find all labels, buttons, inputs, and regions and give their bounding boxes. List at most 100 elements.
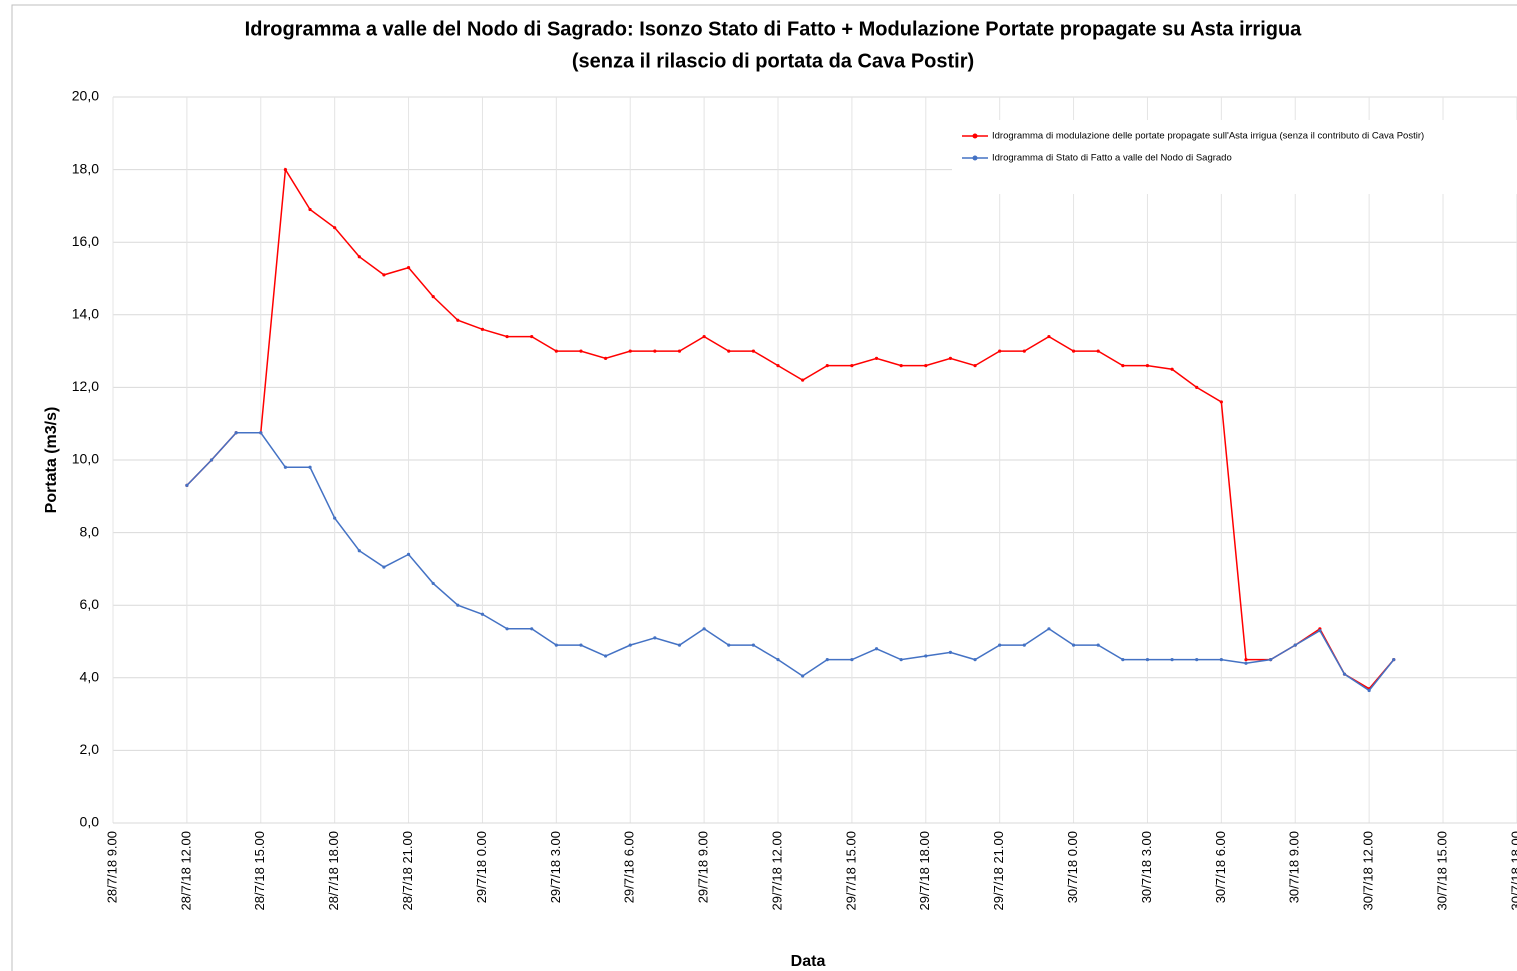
x-tick-label: 29/7/18 6.00 [622, 831, 637, 903]
data-point [801, 674, 805, 678]
data-point [1219, 658, 1223, 662]
data-point [1244, 658, 1248, 662]
x-tick-label: 30/7/18 12.00 [1361, 831, 1376, 911]
data-point [1170, 658, 1174, 662]
data-point [1342, 672, 1347, 676]
data-point [1367, 688, 1371, 693]
data-point [1145, 658, 1150, 662]
data-point [333, 516, 337, 520]
legend-marker [972, 133, 978, 139]
data-point [1145, 364, 1150, 368]
data-point [924, 654, 928, 658]
data-point [1071, 643, 1076, 647]
x-tick-label: 29/7/18 9.00 [696, 831, 711, 903]
data-point [579, 643, 583, 647]
data-point [333, 226, 337, 230]
data-point [357, 255, 361, 259]
data-point [874, 647, 879, 651]
data-point [1195, 658, 1199, 662]
data-point [259, 431, 263, 435]
data-point [1170, 367, 1174, 371]
data-point [579, 349, 583, 353]
data-point [554, 349, 558, 353]
x-tick-label: 30/7/18 0.00 [1065, 831, 1080, 903]
data-point [677, 643, 682, 647]
y-tick-label: 14,0 [72, 306, 99, 322]
legend-box [952, 120, 1517, 194]
data-point [1219, 400, 1223, 404]
x-tick-label: 28/7/18 9.00 [104, 831, 119, 903]
data-point [825, 364, 829, 368]
data-point [677, 349, 682, 353]
y-tick-label: 16,0 [72, 233, 99, 249]
data-point [751, 349, 755, 353]
data-point [850, 658, 854, 662]
x-tick-label: 29/7/18 21.00 [991, 831, 1006, 911]
data-point [899, 364, 903, 368]
data-point [825, 658, 829, 662]
data-point [628, 643, 632, 647]
data-point [530, 627, 534, 631]
data-point [480, 327, 485, 331]
x-tick-label: 30/7/18 15.00 [1434, 831, 1449, 911]
data-point [948, 650, 953, 654]
data-point [973, 658, 977, 662]
series-line [186, 167, 1395, 690]
data-point [628, 349, 632, 353]
data-point [480, 612, 485, 616]
data-point [185, 483, 189, 488]
data-point [554, 643, 558, 647]
data-point [505, 334, 509, 339]
data-point [1121, 658, 1125, 662]
data-point [1022, 643, 1026, 647]
data-point [702, 334, 706, 339]
x-tick-label: 30/7/18 6.00 [1213, 831, 1228, 903]
x-tick-label: 28/7/18 21.00 [400, 831, 415, 911]
x-tick-label: 29/7/18 12.00 [769, 831, 784, 911]
data-point [998, 643, 1002, 647]
data-point [456, 318, 460, 322]
x-tick-label: 30/7/18 9.00 [1287, 831, 1302, 903]
data-point [751, 643, 755, 647]
data-point [431, 581, 435, 586]
y-tick-label: 4,0 [80, 669, 100, 685]
y-tick-label: 0,0 [80, 814, 100, 830]
data-point [1022, 349, 1026, 353]
data-point [727, 643, 731, 647]
data-point [653, 349, 657, 353]
x-tick-label: 30/7/18 18.00 [1508, 831, 1517, 911]
x-tick-label: 30/7/18 3.00 [1139, 831, 1154, 903]
data-point [1047, 334, 1051, 339]
data-point [850, 364, 854, 368]
x-tick-label: 28/7/18 18.00 [326, 831, 341, 911]
data-point [604, 356, 608, 360]
y-tick-label: 8,0 [80, 523, 100, 539]
data-point [308, 207, 312, 212]
y-tick-label: 18,0 [72, 160, 99, 176]
series-line [186, 432, 1395, 692]
data-point [382, 565, 386, 569]
data-point [702, 627, 706, 631]
chart-title: (senza il rilascio di portata da Cava Po… [572, 50, 974, 72]
x-tick-label: 29/7/18 15.00 [843, 831, 858, 911]
data-point [801, 378, 805, 382]
data-point [1318, 629, 1322, 633]
x-axis-label: Data [791, 953, 826, 970]
data-point [1293, 643, 1297, 647]
data-point [1096, 349, 1100, 353]
data-point [1096, 643, 1100, 647]
data-point [948, 356, 953, 360]
y-axis-label: Portata (m3/s) [43, 407, 60, 514]
data-point [1047, 627, 1051, 631]
data-point [653, 636, 657, 640]
legend-label: Idrogramma di modulazione delle portate … [992, 131, 1424, 142]
data-point [973, 364, 977, 368]
data-point [899, 658, 903, 662]
data-point [1071, 349, 1076, 353]
y-tick-label: 6,0 [80, 596, 100, 612]
x-tick-label: 29/7/18 3.00 [548, 831, 563, 903]
data-point [382, 273, 386, 277]
y-tick-label: 20,0 [72, 88, 99, 104]
data-point [776, 658, 780, 662]
x-tick-label: 28/7/18 15.00 [252, 831, 267, 911]
